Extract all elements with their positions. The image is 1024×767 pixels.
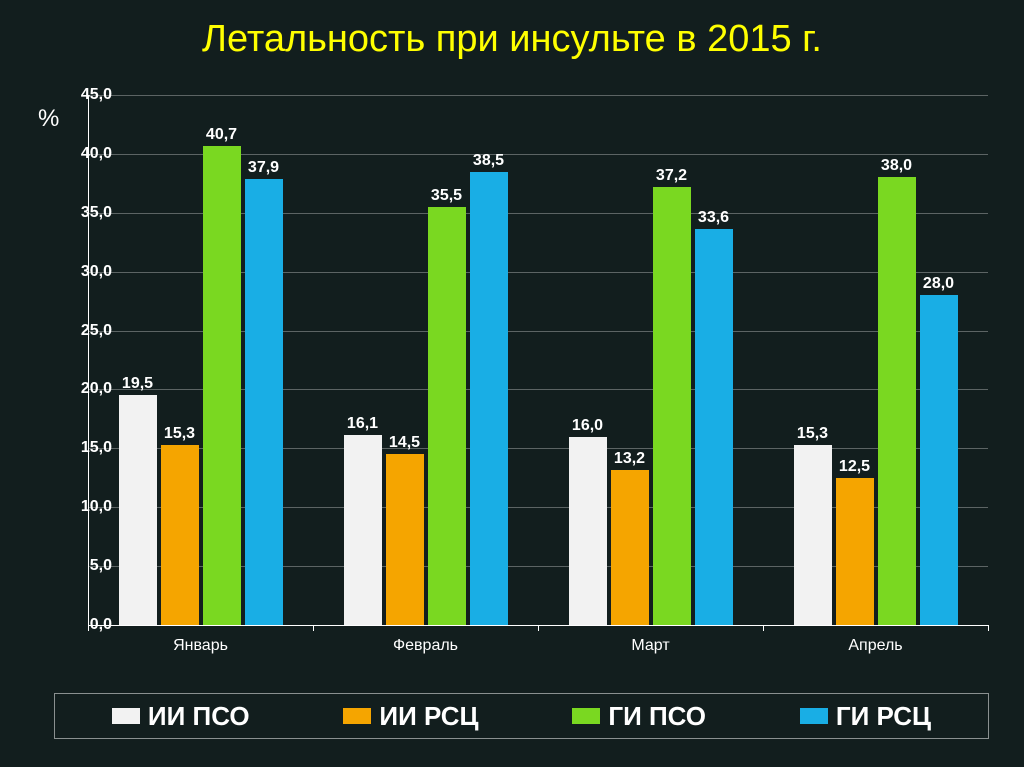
legend-item: ГИ РСЦ: [800, 701, 931, 732]
legend-label: ГИ РСЦ: [836, 701, 931, 732]
chart-plot-area: [88, 95, 988, 625]
y-tick-label: 0,0: [52, 616, 112, 634]
bar-value-label: 16,1: [347, 415, 378, 433]
bar: [245, 179, 283, 625]
bar: [119, 395, 157, 625]
bar: [794, 445, 832, 625]
bar: [653, 187, 691, 625]
legend-label: ИИ ПСО: [148, 701, 250, 732]
legend-label: ИИ РСЦ: [379, 701, 478, 732]
x-tick-mark: [763, 625, 764, 631]
y-tick-label: 35,0: [52, 204, 112, 222]
bar-value-label: 40,7: [206, 126, 237, 144]
x-tick-label: Февраль: [393, 637, 458, 655]
bar-value-label: 35,5: [431, 187, 462, 205]
bar: [569, 437, 607, 625]
bar: [695, 229, 733, 625]
bar: [878, 177, 916, 625]
legend-item: ГИ ПСО: [572, 701, 706, 732]
bar-value-label: 19,5: [122, 375, 153, 393]
x-tick-mark: [313, 625, 314, 631]
legend-item: ИИ ПСО: [112, 701, 250, 732]
bar: [470, 172, 508, 625]
x-tick-label: Апрель: [848, 637, 902, 655]
bar-value-label: 33,6: [698, 209, 729, 227]
bar-value-label: 16,0: [572, 417, 603, 435]
bar-value-label: 28,0: [923, 275, 954, 293]
legend: ИИ ПСО ИИ РСЦ ГИ ПСО ГИ РСЦ: [54, 693, 989, 739]
bar: [920, 295, 958, 625]
y-tick-label: 30,0: [52, 263, 112, 281]
x-tick-label: Январь: [173, 637, 228, 655]
y-axis-title: %: [38, 105, 59, 133]
y-tick-label: 10,0: [52, 498, 112, 516]
legend-swatch: [800, 708, 828, 724]
y-tick-label: 25,0: [52, 322, 112, 340]
x-tick-mark: [988, 625, 989, 631]
legend-label: ГИ ПСО: [608, 701, 706, 732]
bar: [836, 478, 874, 625]
chart-title: Летальность при инсульте в 2015 г.: [0, 18, 1024, 61]
bar: [161, 445, 199, 625]
y-tick-label: 45,0: [52, 86, 112, 104]
bar-value-label: 14,5: [389, 434, 420, 452]
y-tick-label: 20,0: [52, 380, 112, 398]
bar: [611, 470, 649, 625]
bar-value-label: 38,0: [881, 157, 912, 175]
bar-value-label: 37,2: [656, 167, 687, 185]
legend-swatch: [112, 708, 140, 724]
bar: [386, 454, 424, 625]
legend-item: ИИ РСЦ: [343, 701, 478, 732]
bar-value-label: 38,5: [473, 152, 504, 170]
y-tick-label: 40,0: [52, 145, 112, 163]
bar: [428, 207, 466, 625]
bar-value-label: 15,3: [164, 425, 195, 443]
bar: [344, 435, 382, 625]
x-tick-mark: [538, 625, 539, 631]
y-axis: [88, 95, 89, 625]
bar-value-label: 13,2: [614, 450, 645, 468]
bar-value-label: 12,5: [839, 458, 870, 476]
legend-swatch: [572, 708, 600, 724]
bar-value-label: 15,3: [797, 425, 828, 443]
legend-swatch: [343, 708, 371, 724]
y-tick-label: 15,0: [52, 439, 112, 457]
x-tick-label: Март: [631, 637, 669, 655]
bar: [203, 146, 241, 625]
bar-value-label: 37,9: [248, 159, 279, 177]
y-tick-label: 5,0: [52, 557, 112, 575]
